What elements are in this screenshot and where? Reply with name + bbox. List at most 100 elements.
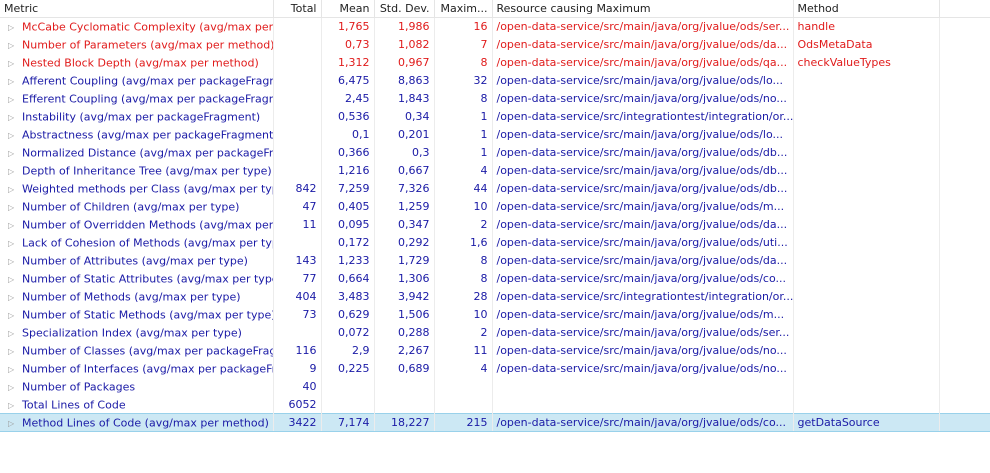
table-row[interactable]: ▷ Method Lines of Code (avg/max per metho… — [0, 413, 990, 432]
expand-twisty-icon[interactable]: ▷ — [8, 418, 15, 428]
expand-twisty-icon[interactable]: ▷ — [8, 346, 15, 356]
maximum-cell — [434, 377, 493, 396]
table-row[interactable]: ▷ Number of Attributes (avg/max per type)… — [0, 251, 990, 270]
resource-cell: /open-data-service/src/main/java/org/jva… — [492, 197, 794, 216]
table-row[interactable]: ▷ Number of Parameters (avg/max per metho… — [0, 35, 990, 54]
expand-twisty-icon[interactable]: ▷ — [8, 58, 15, 68]
table-row[interactable]: ▷ Number of Static Methods (avg/max per t… — [0, 305, 990, 324]
std-dev-cell: 8,863 — [374, 71, 435, 90]
expand-twisty-icon[interactable]: ▷ — [8, 256, 15, 266]
mean-cell: 0,1 — [321, 125, 375, 144]
column-header-maximum[interactable]: Maxim... — [434, 0, 493, 18]
method-cell: OdsMetaData — [793, 35, 940, 54]
expand-twisty-icon[interactable]: ▷ — [8, 23, 15, 32]
mean-cell: 7,259 — [321, 179, 375, 198]
table-row[interactable]: ▷ Number of Classes (avg/max per packageF… — [0, 341, 990, 360]
maximum-cell: 2 — [434, 323, 493, 342]
table-row[interactable]: ▷ Number of Methods (avg/max per type) 404… — [0, 287, 990, 306]
table-row[interactable]: ▷ Number of Static Attributes (avg/max pe… — [0, 269, 990, 288]
metric-cell: ▷ Efferent Coupling (avg/max per packageF… — [0, 89, 274, 108]
expand-twisty-icon[interactable]: ▷ — [8, 112, 15, 122]
mean-cell: 7,174 — [321, 413, 375, 432]
table-row[interactable]: ▷ Afferent Coupling (avg/max per packageF… — [0, 71, 990, 90]
table-row[interactable]: ▷ Lack of Cohesion of Methods (avg/max pe… — [0, 233, 990, 252]
expand-twisty-icon[interactable]: ▷ — [8, 400, 15, 410]
column-header-mean[interactable]: Mean — [321, 0, 375, 18]
metric-cell: ▷ Number of Children (avg/max per type) — [0, 197, 274, 216]
column-header-resource[interactable]: Resource causing Maximum — [492, 0, 794, 18]
expand-twisty-icon[interactable]: ▷ — [8, 166, 15, 176]
column-header-std-dev[interactable]: Std. Dev. — [374, 0, 435, 18]
column-header-method[interactable]: Method — [793, 0, 940, 18]
method-cell — [793, 179, 940, 198]
table-row[interactable]: ▷ Instability (avg/max per packageFragmen… — [0, 107, 990, 126]
mean-cell: 6,475 — [321, 71, 375, 90]
metric-name: McCabe Cyclomatic Complexity (avg/max pe… — [22, 20, 273, 34]
metric-cell: ▷ Number of Parameters (avg/max per metho… — [0, 35, 274, 54]
std-dev-cell: 0,34 — [374, 107, 435, 126]
filler-cell — [939, 35, 990, 54]
metric-cell: ▷ Number of Static Methods (avg/max per t… — [0, 305, 274, 324]
method-cell — [793, 287, 940, 306]
metric-cell: ▷ Number of Classes (avg/max per packageF… — [0, 341, 274, 360]
maximum-cell: 1 — [434, 107, 493, 126]
expand-twisty-icon[interactable]: ▷ — [8, 364, 15, 374]
table-row[interactable]: ▷ Number of Packages 40 — [0, 377, 990, 396]
table-row[interactable]: ▷ Normalized Distance (avg/max per packag… — [0, 143, 990, 162]
filler-cell — [939, 233, 990, 252]
table-row[interactable]: ▷ Abstractness (avg/max per packageFragme… — [0, 125, 990, 144]
metric-name: Lack of Cohesion of Methods (avg/max per… — [22, 236, 273, 250]
expand-twisty-icon[interactable]: ▷ — [8, 310, 15, 320]
expand-twisty-icon[interactable]: ▷ — [8, 220, 15, 230]
std-dev-cell: 2,267 — [374, 341, 435, 360]
mean-cell: 0,664 — [321, 269, 375, 288]
metrics-table: Metric Total Mean Std. Dev. Maxim... Res… — [0, 0, 990, 432]
metric-name: Number of Parameters (avg/max per method… — [22, 38, 273, 52]
expand-twisty-icon[interactable]: ▷ — [8, 184, 15, 194]
expand-twisty-icon[interactable]: ▷ — [8, 328, 15, 338]
expand-twisty-icon[interactable]: ▷ — [8, 382, 15, 392]
filler-cell — [939, 377, 990, 396]
method-cell — [793, 215, 940, 234]
table-row[interactable]: ▷ Number of Interfaces (avg/max per packa… — [0, 359, 990, 378]
expand-twisty-icon[interactable]: ▷ — [8, 40, 15, 50]
mean-cell: 0,095 — [321, 215, 375, 234]
method-cell — [793, 89, 940, 108]
filler-cell — [939, 107, 990, 126]
table-row[interactable]: ▷ Total Lines of Code 6052 — [0, 395, 990, 414]
expand-twisty-icon[interactable]: ▷ — [8, 202, 15, 212]
table-row[interactable]: ▷ Number of Children (avg/max per type) 47… — [0, 197, 990, 216]
resource-cell: /open-data-service/src/integrationtest/i… — [492, 287, 794, 306]
metric-name: Number of Static Methods (avg/max per ty… — [22, 308, 273, 322]
expand-twisty-icon[interactable]: ▷ — [8, 292, 15, 302]
total-cell: 3422 — [273, 413, 322, 432]
filler-cell — [939, 323, 990, 342]
table-row[interactable]: ▷ Efferent Coupling (avg/max per packageF… — [0, 89, 990, 108]
expand-twisty-icon[interactable]: ▷ — [8, 238, 15, 248]
expand-twisty-icon[interactable]: ▷ — [8, 148, 15, 158]
maximum-cell: 32 — [434, 71, 493, 90]
table-row[interactable]: ▷ Weighted methods per Class (avg/max per… — [0, 179, 990, 198]
filler-cell — [939, 125, 990, 144]
filler-cell — [939, 251, 990, 270]
expand-twisty-icon[interactable]: ▷ — [8, 76, 15, 86]
expand-twisty-icon[interactable]: ▷ — [8, 274, 15, 284]
std-dev-cell: 0,292 — [374, 233, 435, 252]
total-cell — [273, 35, 322, 54]
table-row[interactable]: ▷ Specialization Index (avg/max per type)… — [0, 323, 990, 342]
column-header-metric[interactable]: Metric — [0, 0, 274, 18]
maximum-cell: 1,6 — [434, 233, 493, 252]
table-row[interactable]: ▷ Number of Overridden Methods (avg/max p… — [0, 215, 990, 234]
method-cell — [793, 107, 940, 126]
expand-twisty-icon[interactable]: ▷ — [8, 94, 15, 104]
method-cell — [793, 143, 940, 162]
table-row[interactable]: ▷ McCabe Cyclomatic Complexity (avg/max p… — [0, 17, 990, 36]
metric-cell: ▷ Number of Static Attributes (avg/max pe… — [0, 269, 274, 288]
table-row[interactable]: ▷ Nested Block Depth (avg/max per method)… — [0, 53, 990, 72]
std-dev-cell: 0,689 — [374, 359, 435, 378]
maximum-cell: 28 — [434, 287, 493, 306]
expand-twisty-icon[interactable]: ▷ — [8, 130, 15, 140]
table-row[interactable]: ▷ Depth of Inheritance Tree (avg/max per … — [0, 161, 990, 180]
column-header-total[interactable]: Total — [273, 0, 322, 18]
metric-name: Normalized Distance (avg/max per package… — [22, 146, 273, 160]
